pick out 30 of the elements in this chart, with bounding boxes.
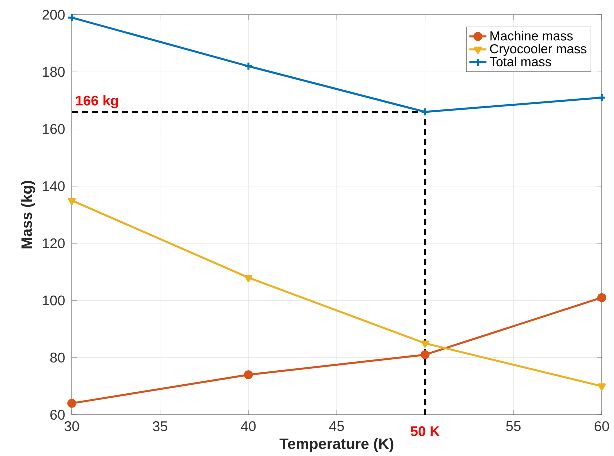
point — [597, 294, 606, 303]
y-tick-label: 180 — [43, 67, 65, 78]
point — [68, 198, 76, 206]
x-tick-label: 35 — [153, 422, 168, 432]
x-tick-label: 60 — [594, 422, 610, 432]
ref-line-label: 50 K — [410, 426, 440, 437]
x-tick-label: 55 — [506, 422, 521, 432]
y-tick-label: 100 — [43, 296, 65, 306]
point — [420, 350, 430, 360]
point — [244, 370, 254, 380]
x-tick-label: 30 — [64, 422, 80, 432]
legend-label: Total mass — [490, 57, 552, 67]
y-tick-label: 160 — [43, 124, 65, 134]
ref-line-label: 166 kg — [76, 96, 118, 109]
x-tick-label: 45 — [330, 422, 344, 432]
y-tick-label: 120 — [43, 238, 65, 249]
y-axis-title: Mass (kg) — [21, 181, 36, 249]
legend-label: Cryocooler mass — [490, 44, 587, 56]
x-tick-label: 40 — [241, 422, 256, 432]
y-tick-label: 60 — [50, 410, 65, 420]
y-tick-label: 200 — [42, 10, 65, 20]
legend-label: Machine mass — [490, 31, 573, 41]
point — [244, 275, 253, 283]
point — [420, 108, 430, 117]
point — [598, 384, 606, 392]
y-tick-label: 140 — [43, 182, 65, 192]
point — [68, 399, 77, 408]
x-axis-title: Temperature (K) — [280, 438, 394, 452]
point — [421, 340, 430, 348]
y-tick-label: 80 — [50, 353, 65, 363]
